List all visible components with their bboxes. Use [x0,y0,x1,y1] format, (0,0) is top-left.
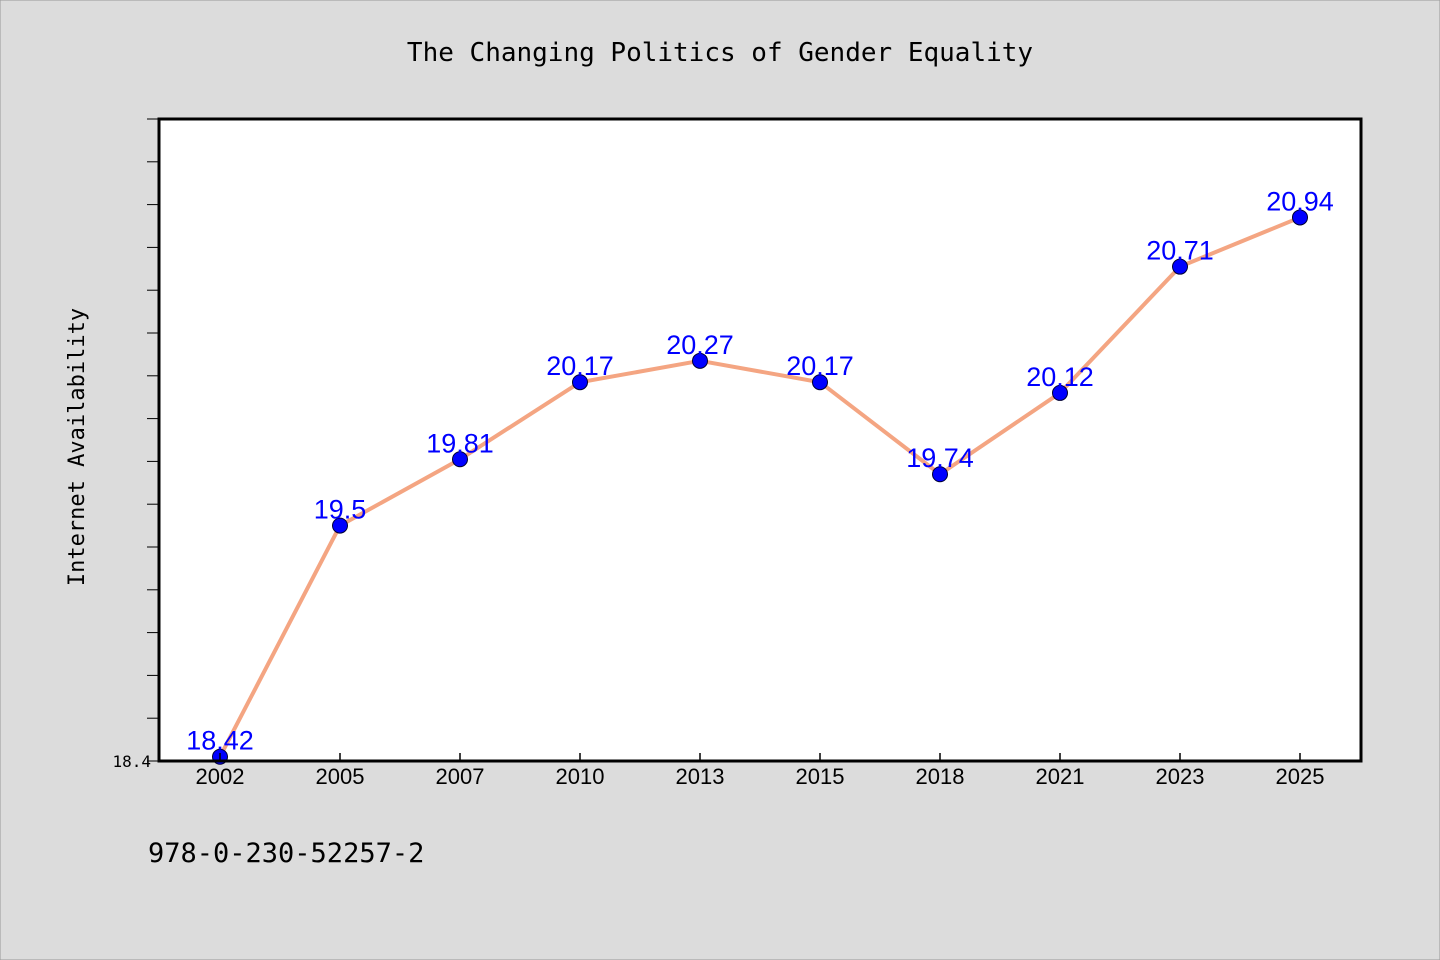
data-label: 19.74 [906,443,974,473]
data-label: 19.81 [426,428,494,458]
series-layer: 18.42 19.5 19.81 20.17 20.27 20.17 19.74 20.12 2… [186,186,1334,765]
data-point [572,374,588,391]
axis-layer: 18.4 2002 2005 2007 2010 2013 2015 2018 2021 2023… [112,118,1325,789]
data-label: 20.71 [1146,236,1214,266]
x-tick-label: 2025 [1276,764,1325,789]
x-tick-label: 2007 [436,764,485,789]
series-line [218,215,1301,758]
x-tick-label: 2010 [556,764,605,789]
plot-frame [157,117,1363,763]
x-tick-label: 2018 [916,764,965,789]
data-label: 20.94 [1266,186,1334,216]
x-tick-label: 2021 [1036,764,1085,789]
x-tick-label: 2002 [196,764,245,789]
x-tick-label: 2015 [796,764,845,789]
data-point [452,451,468,468]
data-label: 20.17 [546,351,614,381]
chart-title: The Changing Politics of Gender Equality [407,38,1033,68]
data-label: 20.17 [786,351,854,381]
data-point [1292,209,1308,226]
data-label: 20.12 [1026,362,1094,392]
data-point [692,352,708,369]
x-tick-label: 2013 [676,764,725,789]
data-label: 18.42 [186,726,254,756]
x-tick-label: 2023 [1156,764,1205,789]
data-point [812,374,828,391]
data-label: 20.27 [666,330,734,360]
data-point [332,517,348,534]
y-tick-label: 18.4 [112,752,151,771]
isbn-text: 978-0-230-52257-2 [148,838,424,869]
data-point [1052,384,1068,401]
data-label: 19.5 [314,495,367,525]
data-point [1172,258,1188,275]
y-axis-label: Internet Availability [65,308,90,586]
data-point [932,466,948,483]
plot-area [159,119,1361,761]
x-tick-label: 2005 [316,764,365,789]
